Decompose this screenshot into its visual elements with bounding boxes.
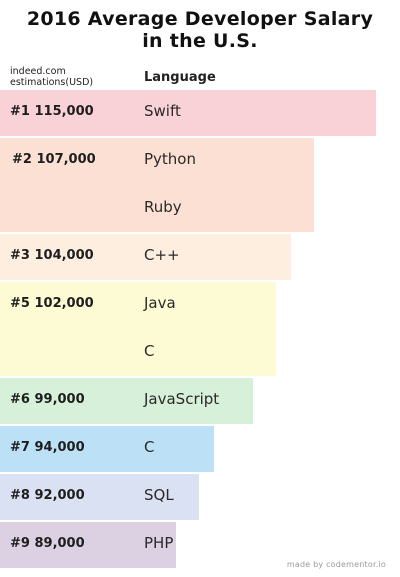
language-label: JavaScript [144,390,220,408]
salary-bar [0,138,314,232]
language-label: C++ [144,246,180,264]
language-label: Python [144,150,196,168]
salary-label: 99,000 [34,392,85,407]
salary-bar [0,234,291,280]
rank-label: #5 [10,296,30,311]
rank-salary-label: #9 89,000 [10,536,85,551]
language-label: PHP [144,534,174,552]
title-line-2: in the U.S. [142,30,258,52]
rank-salary-label: #1 115,000 [10,104,94,119]
salary-bar [0,522,176,568]
footer-credit: made by codementor.io [286,560,386,569]
salary-label: 115,000 [34,104,94,119]
source-line-2: estimations(USD) [10,77,94,88]
salary-bar [0,378,253,424]
salary-label: 89,000 [34,536,85,551]
language-label: Java [144,294,176,312]
language-label: C [144,438,155,456]
rank-salary-label: #5 102,000 [10,296,94,311]
salary-bar [0,90,376,136]
salary-label: 104,000 [34,248,94,263]
rank-label: #2 [12,152,32,167]
source-header: indeed.com estimations(USD) [10,66,93,88]
rank-label: #1 [10,104,30,119]
rank-label: #3 [10,248,30,263]
salary-label: 92,000 [34,488,85,503]
salary-label: 94,000 [34,440,85,455]
rank-salary-label: #8 92,000 [10,488,85,503]
salary-label: 102,000 [34,296,94,311]
salary-label: 107,000 [36,152,96,167]
salary-bar [0,474,199,520]
language-label: Swift [144,102,181,120]
chart-title: 2016 Average Developer Salary in the U.S… [0,8,400,52]
rank-label: #7 [10,440,30,455]
rank-salary-label: #7 94,000 [10,440,85,455]
language-header: Language [144,70,216,85]
rank-salary-label: #2 107,000 [12,152,96,167]
rank-label: #9 [10,536,30,551]
rank-label: #6 [10,392,30,407]
rank-salary-label: #3 104,000 [10,248,94,263]
source-line-1: indeed.com [10,66,66,77]
title-line-1: 2016 Average Developer Salary [26,8,374,30]
rank-salary-label: #6 99,000 [10,392,85,407]
salary-bar [0,282,276,376]
language-label: C [144,342,155,360]
language-label: Ruby [144,198,182,216]
language-label: SQL [144,486,174,504]
salary-bar [0,426,214,472]
rank-label: #8 [10,488,30,503]
